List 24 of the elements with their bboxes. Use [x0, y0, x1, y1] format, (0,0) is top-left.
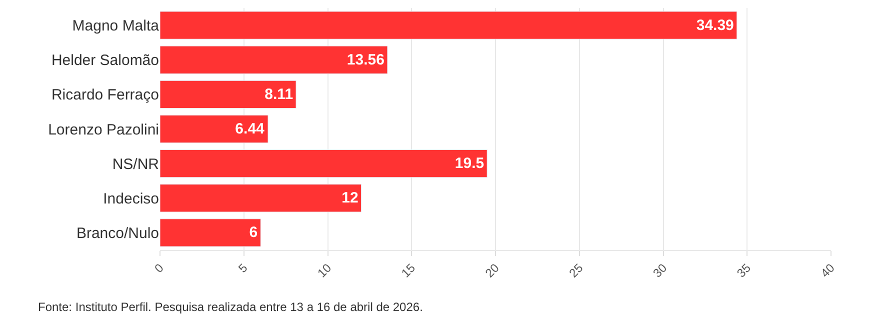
x-tick-label: 20	[482, 260, 502, 280]
x-tick-label: 40	[818, 260, 838, 280]
x-tick-label: 30	[650, 260, 670, 280]
y-tick-label: Indeciso	[103, 190, 159, 208]
x-tick-label: 15	[398, 260, 418, 280]
y-tick-label: Lorenzo Pazolini	[48, 121, 159, 138]
x-tick-label: 10	[314, 260, 334, 280]
data-label: 34.39	[696, 16, 734, 34]
data-label: 12	[342, 190, 358, 207]
data-label: 6	[249, 224, 258, 242]
data-label: 13.56	[346, 51, 384, 68]
y-tick-label: Branco/Nulo	[76, 224, 159, 242]
x-tick-label: 25	[566, 260, 586, 280]
x-tick-label: 5	[236, 260, 250, 276]
y-tick-label: NS/NR	[112, 156, 160, 173]
y-tick-label: Helder Salomão	[51, 52, 159, 70]
data-label: 6.44	[235, 120, 266, 138]
source-note: Fonte: Instituto Perfil. Pesquisa realizada entre 13 a 16 de abril de 2026.	[38, 300, 423, 314]
x-tick-label: 0	[152, 260, 167, 276]
data-label: 8.11	[264, 86, 294, 103]
y-tick-label: Ricardo Ferraço	[51, 86, 159, 104]
data-label: 19.5	[454, 155, 484, 172]
y-tick-label: Magno Malta	[72, 18, 160, 35]
x-tick-label: 35	[734, 260, 754, 280]
